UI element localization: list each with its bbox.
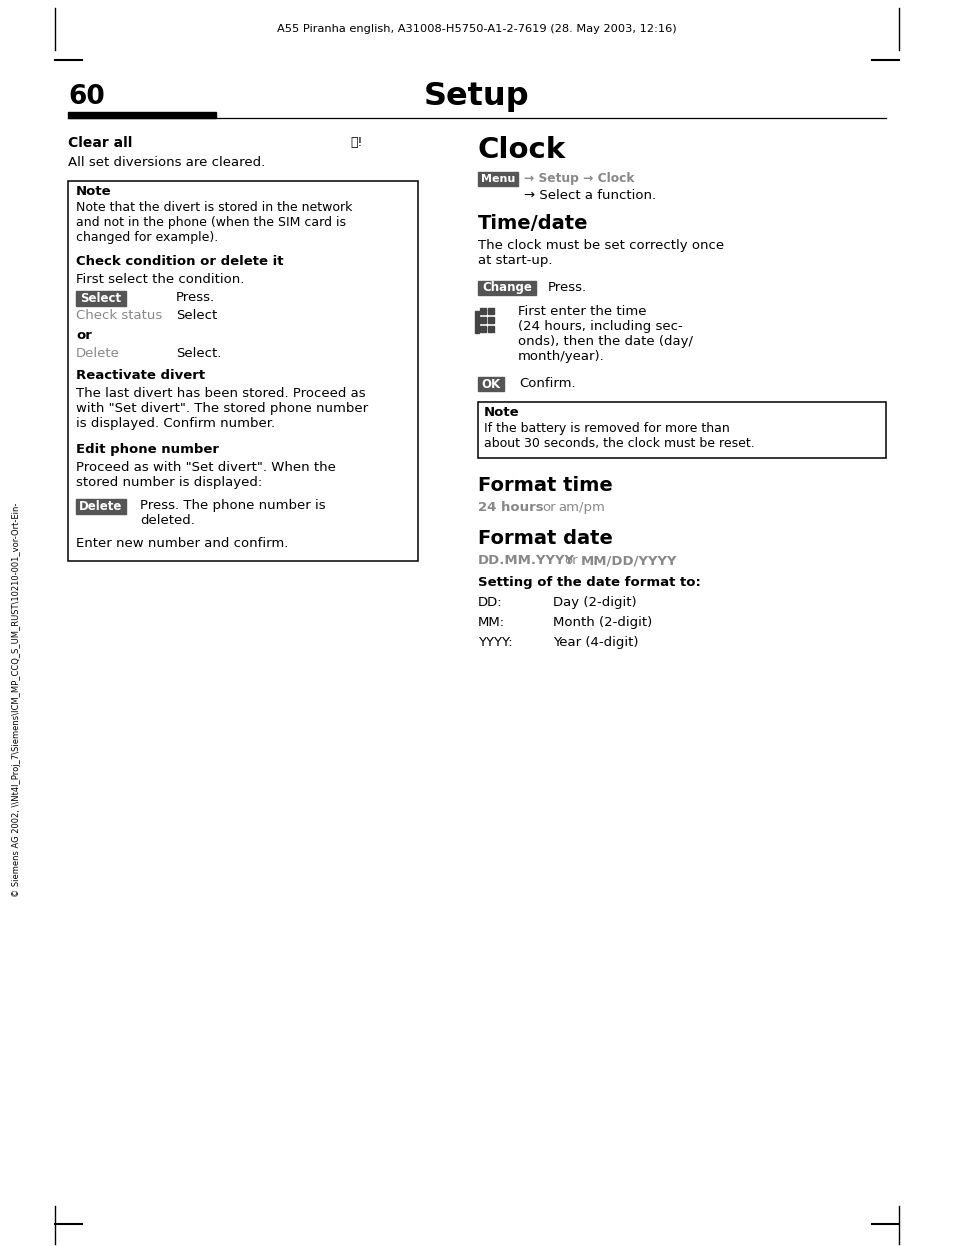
Bar bbox=[477, 172, 517, 186]
Text: Year (4-digit): Year (4-digit) bbox=[553, 635, 638, 649]
Text: Change: Change bbox=[481, 282, 532, 294]
Text: Enter new number and confirm.: Enter new number and confirm. bbox=[76, 537, 288, 549]
Text: ⭕!: ⭕! bbox=[350, 136, 362, 150]
Bar bbox=[477, 282, 536, 295]
Bar bbox=[68, 181, 417, 561]
Text: → Setup → Clock: → Setup → Clock bbox=[523, 172, 634, 184]
Text: Reactivate divert: Reactivate divert bbox=[76, 369, 205, 383]
Text: or: or bbox=[541, 501, 555, 515]
Text: Select: Select bbox=[80, 292, 121, 305]
Text: A55 Piranha english, A31008-H5750-A1-2-7619 (28. May 2003, 12:16): A55 Piranha english, A31008-H5750-A1-2-7… bbox=[277, 24, 676, 34]
Text: MM:: MM: bbox=[477, 616, 504, 629]
Text: am/pm: am/pm bbox=[558, 501, 604, 515]
Text: First enter the time
(24 hours, including sec-
onds), then the date (day/
month/: First enter the time (24 hours, includin… bbox=[517, 305, 692, 363]
Text: Note: Note bbox=[76, 184, 112, 198]
Text: Setup: Setup bbox=[424, 81, 529, 112]
Text: or: or bbox=[76, 329, 91, 341]
Text: Time/date: Time/date bbox=[477, 214, 588, 233]
Text: Note that the divert is stored in the network
and not in the phone (when the SIM: Note that the divert is stored in the ne… bbox=[76, 201, 352, 244]
Text: Day (2-digit): Day (2-digit) bbox=[553, 596, 636, 609]
Bar bbox=[479, 316, 485, 323]
Text: Delete: Delete bbox=[76, 346, 120, 360]
Text: DD:: DD: bbox=[477, 596, 502, 609]
Bar bbox=[488, 316, 494, 323]
Bar bbox=[475, 312, 478, 333]
Text: → Select a function.: → Select a function. bbox=[523, 189, 656, 202]
Bar bbox=[68, 112, 215, 118]
Text: Confirm.: Confirm. bbox=[518, 378, 575, 390]
Text: © Siemens AG 2002, \\Nt4l_Proj_7\Siemens\ICM_MP_CCQ_S_UM_RUST\10210-001_vor-Ort-: © Siemens AG 2002, \\Nt4l_Proj_7\Siemens… bbox=[12, 503, 22, 897]
Text: Clock: Clock bbox=[477, 136, 566, 164]
Text: All set diversions are cleared.: All set diversions are cleared. bbox=[68, 156, 265, 169]
Bar bbox=[488, 308, 494, 314]
Text: Setting of the date format to:: Setting of the date format to: bbox=[477, 576, 700, 589]
Text: Format time: Format time bbox=[477, 476, 612, 495]
Bar bbox=[479, 308, 485, 314]
Text: or: or bbox=[563, 554, 577, 567]
Text: If the battery is removed for more than
about 30 seconds, the clock must be rese: If the battery is removed for more than … bbox=[483, 422, 754, 450]
Text: Month (2-digit): Month (2-digit) bbox=[553, 616, 652, 629]
Text: Menu: Menu bbox=[480, 174, 515, 184]
Text: Check condition or delete it: Check condition or delete it bbox=[76, 255, 283, 268]
Text: Press. The phone number is
deleted.: Press. The phone number is deleted. bbox=[140, 498, 325, 527]
Text: Format date: Format date bbox=[477, 530, 612, 548]
Text: Select: Select bbox=[175, 309, 217, 321]
Text: Proceed as with "Set divert". When the
stored number is displayed:: Proceed as with "Set divert". When the s… bbox=[76, 461, 335, 488]
Text: Select.: Select. bbox=[175, 346, 221, 360]
Text: Press.: Press. bbox=[175, 292, 214, 304]
Text: Edit phone number: Edit phone number bbox=[76, 444, 219, 456]
Bar bbox=[477, 378, 503, 391]
Text: 60: 60 bbox=[68, 83, 105, 110]
Text: Check status: Check status bbox=[76, 309, 162, 321]
Text: Press.: Press. bbox=[547, 282, 586, 294]
Text: The last divert has been stored. Proceed as
with "Set divert". The stored phone : The last divert has been stored. Proceed… bbox=[76, 388, 368, 430]
Text: MM/DD/YYYY: MM/DD/YYYY bbox=[580, 554, 677, 567]
Bar bbox=[479, 326, 485, 331]
Text: The clock must be set correctly once
at start-up.: The clock must be set correctly once at … bbox=[477, 239, 723, 267]
Text: Note: Note bbox=[483, 406, 519, 419]
Text: First select the condition.: First select the condition. bbox=[76, 273, 244, 287]
Text: Clear all: Clear all bbox=[68, 136, 132, 150]
Bar bbox=[76, 498, 126, 515]
Text: 24 hours: 24 hours bbox=[477, 501, 543, 515]
Text: DD.MM.YYYY: DD.MM.YYYY bbox=[477, 554, 575, 567]
Bar bbox=[477, 402, 885, 459]
Text: Delete: Delete bbox=[79, 500, 123, 513]
Bar bbox=[76, 292, 126, 307]
Text: OK: OK bbox=[481, 378, 500, 390]
Text: YYYY:: YYYY: bbox=[477, 635, 512, 649]
Bar bbox=[488, 326, 494, 331]
